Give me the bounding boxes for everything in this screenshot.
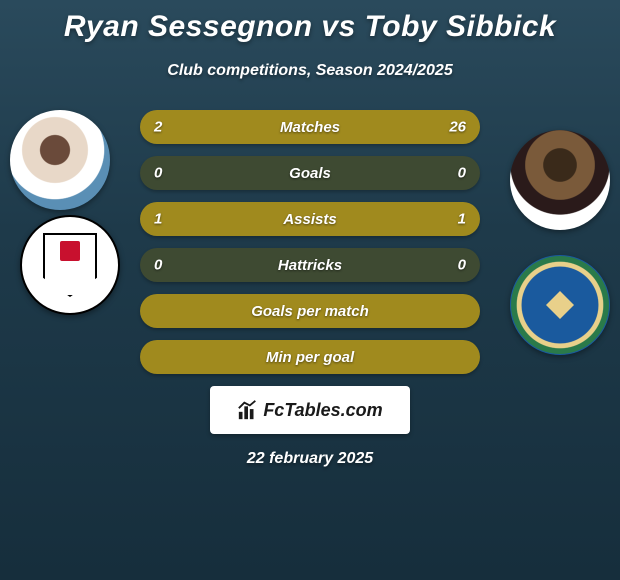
stat-row: Min per goal <box>140 340 480 374</box>
stat-row: Goals 0 0 <box>140 156 480 190</box>
comparison-subtitle: Club competitions, Season 2024/2025 <box>0 62 620 80</box>
brand-label: FcTables.com <box>263 400 382 421</box>
stat-value-left: 0 <box>154 165 162 182</box>
stat-label: Min per goal <box>266 349 354 366</box>
stat-value-left: 0 <box>154 257 162 274</box>
stat-row: Hattricks 0 0 <box>140 248 480 282</box>
stat-row: Assists 1 1 <box>140 202 480 236</box>
stat-value-right: 0 <box>458 165 466 182</box>
stat-value-right: 26 <box>449 119 466 136</box>
stat-value-left: 2 <box>154 119 162 136</box>
stat-value-right: 0 <box>458 257 466 274</box>
player-right-avatar <box>510 130 610 230</box>
brand-text: FcTables.com <box>237 399 382 421</box>
brand-badge: FcTables.com <box>210 386 410 434</box>
stat-value-left: 1 <box>154 211 162 228</box>
content-area: Matches226Goals00Assists11Hattricks00Goa… <box>0 110 620 468</box>
stat-row: Goals per match <box>140 294 480 328</box>
player-left-avatar <box>10 110 110 210</box>
stat-label: Hattricks <box>278 257 342 274</box>
date-line: 22 february 2025 <box>0 450 620 468</box>
brand-chart-icon <box>237 399 259 421</box>
stat-row: Matches 2 26 <box>140 110 480 144</box>
club-right-badge <box>510 255 610 355</box>
stat-label: Goals <box>289 165 331 182</box>
stat-value-right: 1 <box>458 211 466 228</box>
stat-label: Goals per match <box>251 303 369 320</box>
comparison-title: Ryan Sessegnon vs Toby Sibbick <box>0 0 620 44</box>
stats-container: Matches226Goals00Assists11Hattricks00Goa… <box>140 110 480 374</box>
stat-label: Assists <box>283 211 336 228</box>
stat-label: Matches <box>280 119 340 136</box>
club-left-badge <box>20 215 120 315</box>
